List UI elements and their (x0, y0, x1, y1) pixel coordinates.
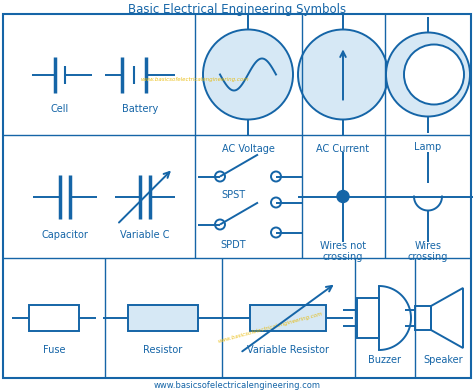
Text: SPST: SPST (221, 190, 245, 199)
Text: www.basicsofelectricalengineering.com: www.basicsofelectricalengineering.com (154, 382, 320, 391)
Text: Fuse: Fuse (43, 345, 65, 355)
Bar (29, 305, 79, 331)
Text: AC Voltage: AC Voltage (221, 145, 274, 154)
Text: SPDT: SPDT (220, 240, 246, 249)
Text: Variable Resistor: Variable Resistor (247, 345, 329, 355)
Text: Cell: Cell (51, 104, 69, 115)
Bar (357, 298, 379, 338)
Circle shape (203, 29, 293, 120)
Circle shape (337, 190, 349, 203)
Text: Resistor: Resistor (143, 345, 182, 355)
Circle shape (386, 32, 470, 117)
Circle shape (298, 29, 388, 120)
Bar (250, 305, 326, 331)
Text: Buzzer: Buzzer (368, 355, 401, 365)
Text: Basic Electrical Engineering Symbols: Basic Electrical Engineering Symbols (128, 2, 346, 16)
Text: Wires
crossing: Wires crossing (408, 241, 448, 262)
Bar (128, 305, 198, 331)
Text: Battery: Battery (122, 104, 158, 115)
Bar (415, 306, 431, 330)
Text: Wires not
crossing: Wires not crossing (320, 241, 366, 262)
Text: Speaker: Speaker (423, 355, 463, 365)
Text: AC Current: AC Current (317, 145, 370, 154)
Circle shape (404, 45, 464, 104)
Text: www.basicsofelectricalengineering.com: www.basicsofelectricalengineering.com (141, 77, 249, 82)
Text: Capacitor: Capacitor (42, 230, 89, 240)
Text: www.basicsofelectricalengineering.com: www.basicsofelectricalengineering.com (217, 312, 323, 344)
Text: Variable C: Variable C (120, 230, 170, 240)
Text: Lamp: Lamp (414, 142, 442, 152)
